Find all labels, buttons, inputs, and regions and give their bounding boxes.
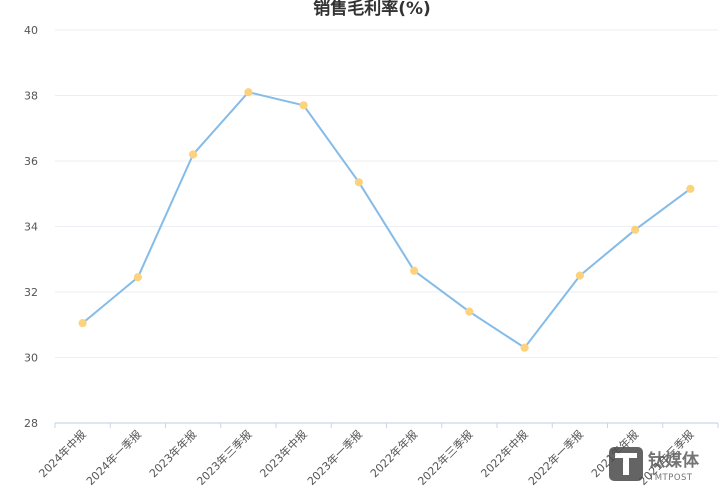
y-tick-label: 30 (24, 352, 38, 365)
x-tick-label: 2023年三季报 (194, 427, 255, 488)
data-point (354, 178, 363, 187)
x-tick-label: 2024年一季报 (83, 427, 144, 488)
y-tick-label: 36 (24, 155, 38, 168)
watermark-brand-en: TMTPOST (648, 473, 693, 483)
x-tick-label: 2022年年报 (367, 427, 420, 480)
x-tick-label: 2022年三季报 (415, 427, 476, 488)
x-tick-label: 2023年中报 (257, 427, 310, 480)
x-tick-label: 2022年一季报 (525, 427, 586, 488)
watermark-brand-cn: 钛媒体 (648, 450, 700, 471)
data-point (575, 271, 584, 280)
data-point (189, 150, 198, 159)
data-point (299, 101, 308, 110)
data-point (465, 307, 474, 316)
data-point (686, 184, 695, 193)
x-tick-label: 2024年中报 (36, 427, 89, 480)
series-line (81, 91, 691, 349)
y-tick-label: 34 (24, 221, 38, 234)
x-tick-label: 2023年年报 (146, 427, 199, 480)
data-point (410, 266, 419, 275)
y-tick-label: 28 (24, 417, 38, 430)
data-point (520, 343, 529, 352)
data-point (631, 225, 640, 234)
y-tick-label: 32 (24, 286, 38, 299)
tmtpost-watermark: 钛媒体 TMTPOST (609, 447, 700, 483)
axes (54, 422, 719, 428)
chart-title: 销售毛利率(%) (313, 0, 431, 19)
data-point (133, 273, 142, 282)
data-point (244, 88, 253, 97)
y-tick-label: 40 (24, 24, 38, 37)
data-point (78, 319, 87, 328)
y-tick-labels: 28 30 32 34 36 38 40 (24, 24, 38, 430)
y-tick-label: 38 (24, 90, 38, 103)
data-points (78, 88, 695, 352)
grid-lines (55, 29, 718, 358)
x-tick-label: 2022年中报 (478, 427, 531, 480)
x-tick-label: 2023年一季报 (304, 427, 365, 488)
